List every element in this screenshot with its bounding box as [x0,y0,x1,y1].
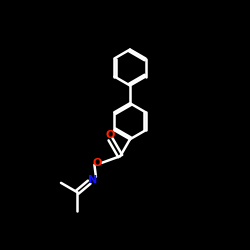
Text: O: O [93,158,102,168]
Text: N: N [88,175,97,185]
Text: O: O [106,130,115,140]
